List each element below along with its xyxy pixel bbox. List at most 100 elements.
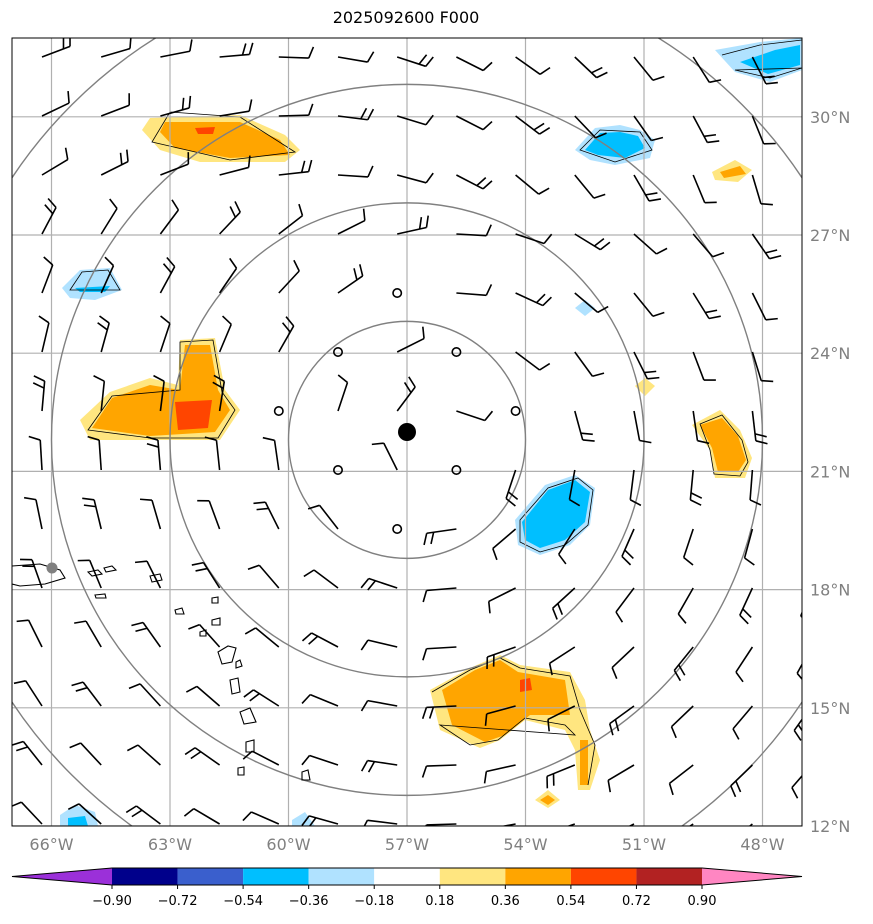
wind-barb (456, 115, 493, 131)
wind-barb (218, 257, 238, 294)
wind-barb (629, 469, 642, 507)
positive-anomaly-region (535, 790, 560, 808)
wind-barb (483, 764, 516, 784)
wind-barb (278, 103, 314, 117)
colorbar-tick-label: 0.72 (622, 894, 651, 909)
wind-barb (337, 107, 375, 121)
colorbar-tick-label: 0.36 (491, 894, 520, 909)
wind-barb (515, 56, 551, 76)
wind-barb (574, 174, 606, 199)
wind-barb (278, 46, 315, 59)
wind-barb (422, 587, 457, 603)
latitude-label: 24°N (810, 344, 850, 363)
wind-barb (244, 627, 280, 648)
wind-barb (505, 469, 519, 507)
wind-barb (360, 577, 398, 591)
wind-barb (456, 174, 493, 190)
latitude-label: 15°N (810, 699, 850, 718)
wind-barb (337, 165, 374, 178)
wind-barb (574, 292, 609, 314)
wind-barb (131, 621, 162, 648)
wind-barb (371, 442, 398, 471)
wind-barb (67, 803, 102, 825)
wind-barb (69, 742, 102, 766)
wind-barb (790, 824, 812, 856)
wind-barb (668, 764, 694, 796)
wind-barb (360, 639, 398, 651)
colorbar-tick-label: 0.90 (688, 894, 717, 909)
colorbar-extend-low (12, 868, 112, 885)
wind-barb (396, 376, 416, 412)
wind-barb (805, 529, 817, 565)
range-ring (169, 202, 645, 678)
wind-barb (615, 587, 635, 623)
wind-barb (546, 764, 576, 789)
wind-barb (219, 201, 241, 235)
wind-barb (41, 38, 71, 58)
wind-barb (243, 689, 280, 707)
wind-barb (739, 587, 754, 625)
wind-barb (184, 747, 221, 766)
wind-barb (197, 499, 221, 530)
wind-barb (139, 498, 162, 530)
wind-barb (74, 620, 102, 648)
wind-barb (160, 152, 190, 176)
wind-barb (735, 646, 754, 683)
wind-barb (242, 750, 280, 766)
wind-barb (41, 197, 57, 235)
wind-barb (218, 315, 232, 353)
wind-barb (633, 56, 665, 82)
wind-barb (100, 93, 131, 117)
colorbar-tick-label: −0.54 (223, 894, 263, 909)
wind-barb (100, 256, 115, 294)
wind-barb (134, 560, 162, 589)
wind-barb (212, 374, 226, 412)
negative-anomaly-region (715, 38, 802, 82)
wind-barb (337, 51, 375, 63)
wind-barb (41, 91, 70, 117)
plot-title: 2025092600 F000 (332, 8, 480, 27)
wind-barb (278, 259, 300, 294)
wind-barb (253, 501, 280, 530)
wind-barb (396, 326, 425, 353)
colorbar-tick-label: −0.90 (92, 894, 132, 909)
wind-barb (689, 469, 703, 506)
wind-barb (396, 54, 434, 68)
wind-barb (160, 39, 193, 58)
wind-barb (247, 564, 280, 589)
wind-barb (128, 683, 161, 707)
wind-barb (337, 208, 366, 235)
storm-center-marker (398, 423, 416, 441)
wind-barb (749, 469, 762, 506)
wind-barb (278, 316, 295, 353)
calm-marker (451, 464, 462, 475)
wind-barb (360, 759, 398, 773)
colorbar-swatch (243, 868, 309, 885)
wind-barb (337, 374, 349, 412)
wind-barb (219, 155, 251, 176)
wind-barb (751, 410, 768, 445)
latitude-label: 18°N (810, 581, 850, 600)
wind-barb (812, 411, 826, 444)
wind-barb (421, 705, 457, 720)
latitude-label: 30°N (810, 108, 850, 127)
wind-barb (673, 646, 694, 682)
wind-barb (23, 496, 43, 530)
wind-barb (126, 744, 161, 766)
longitude-label: 57°W (385, 835, 429, 854)
wind-barb (301, 754, 339, 766)
wind-barb (188, 623, 221, 648)
wind-barb (812, 293, 836, 321)
longitude-label: 54°W (503, 835, 547, 854)
positive-anomaly-region (80, 338, 240, 440)
wind-barb (732, 705, 754, 740)
wind-barb (219, 42, 254, 58)
wind-barb (153, 374, 165, 412)
wind-barb (421, 764, 457, 778)
wind-barb (682, 528, 694, 566)
wind-barb (159, 199, 180, 235)
wind-barb (574, 115, 607, 139)
calm-marker (392, 523, 403, 534)
wind-barb (82, 497, 102, 530)
